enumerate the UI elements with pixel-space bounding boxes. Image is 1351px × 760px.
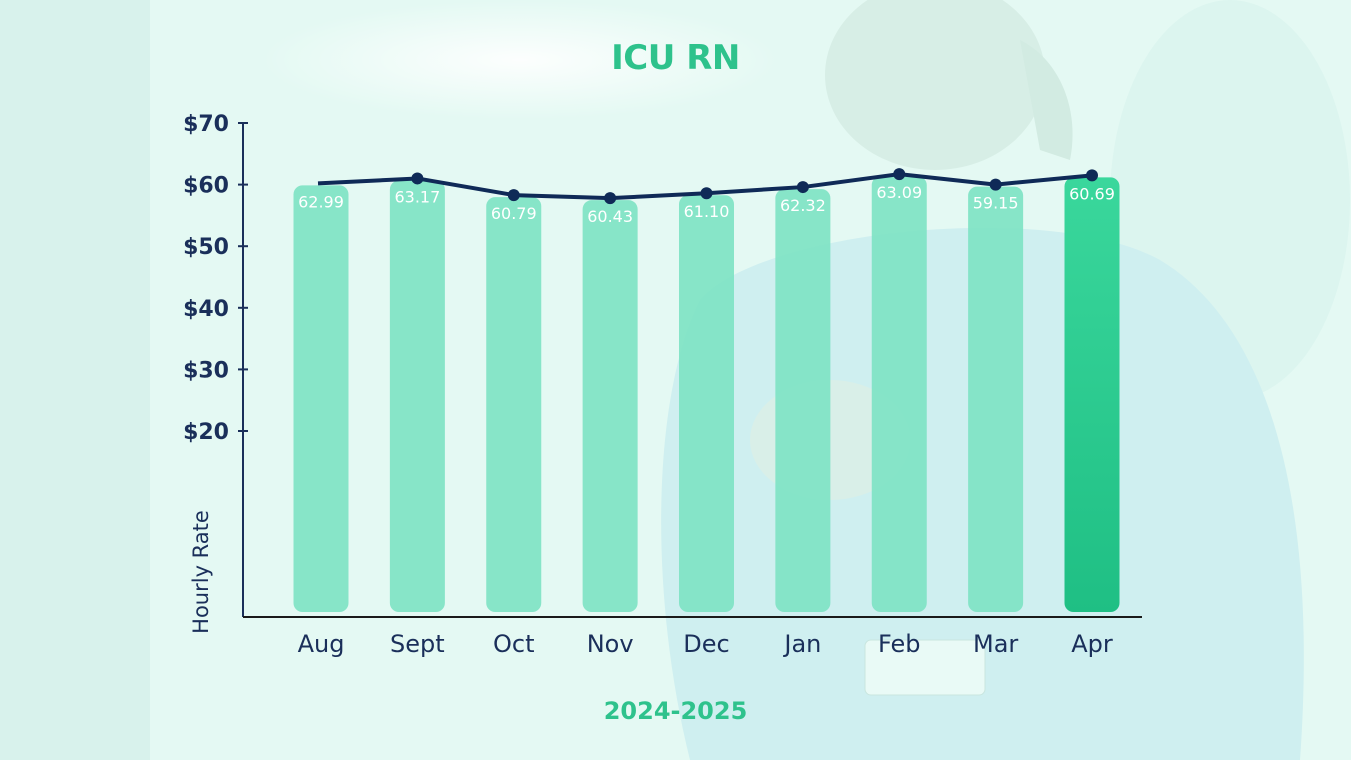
- x-tick-label: Aug: [298, 630, 345, 658]
- line-point-apr: [1086, 169, 1098, 182]
- line-point-feb: [893, 168, 906, 181]
- chart-title: ICU RN: [611, 38, 740, 78]
- x-tick-label: Nov: [587, 630, 634, 658]
- x-tick-label: Jan: [782, 630, 821, 658]
- bar-sept: [389, 180, 445, 612]
- x-tick-label: Apr: [1071, 630, 1113, 658]
- data-label-sept: 63.17: [394, 187, 440, 206]
- bar-dec: [679, 195, 734, 612]
- data-label-nov: 60.43: [587, 207, 633, 226]
- x-tick-label: Dec: [683, 630, 729, 658]
- y-tick-label: $20: [183, 420, 229, 445]
- y-tick-label: $70: [183, 112, 229, 137]
- data-label-jan: 62.32: [780, 196, 826, 215]
- line-point-mar: [989, 178, 1002, 191]
- y-tick-label: $50: [183, 235, 229, 260]
- x-tick-label: Sept: [390, 630, 445, 658]
- data-label-apr: 60.69: [1069, 184, 1115, 203]
- x-tick-label: Mar: [973, 630, 1018, 658]
- bar-nov: [582, 200, 638, 613]
- y-tick-label: $40: [183, 297, 229, 322]
- line-point-jan: [796, 181, 809, 194]
- bar-feb: [871, 176, 927, 613]
- data-label-dec: 61.10: [684, 202, 730, 221]
- line-point-nov: [604, 192, 617, 205]
- x-axis-label: 2024-2025: [603, 697, 748, 725]
- data-label-feb: 63.09: [876, 183, 922, 202]
- line-point-sept: [411, 172, 424, 185]
- bar-oct: [486, 197, 542, 612]
- data-label-mar: 59.15: [973, 194, 1019, 213]
- bar-aug: [293, 185, 349, 613]
- data-label-oct: 60.79: [491, 204, 537, 223]
- bar-jan: [775, 189, 831, 612]
- x-tick-label: Oct: [493, 630, 535, 658]
- bar-mar: [968, 186, 1024, 612]
- bar-apr: [1064, 177, 1120, 613]
- x-tick-label: Feb: [878, 630, 921, 658]
- y-tick-label: $30: [183, 358, 229, 383]
- y-tick-label: $60: [183, 174, 229, 199]
- line-point-oct: [507, 189, 520, 202]
- data-label-aug: 62.99: [298, 192, 344, 211]
- line-point-dec: [700, 187, 713, 200]
